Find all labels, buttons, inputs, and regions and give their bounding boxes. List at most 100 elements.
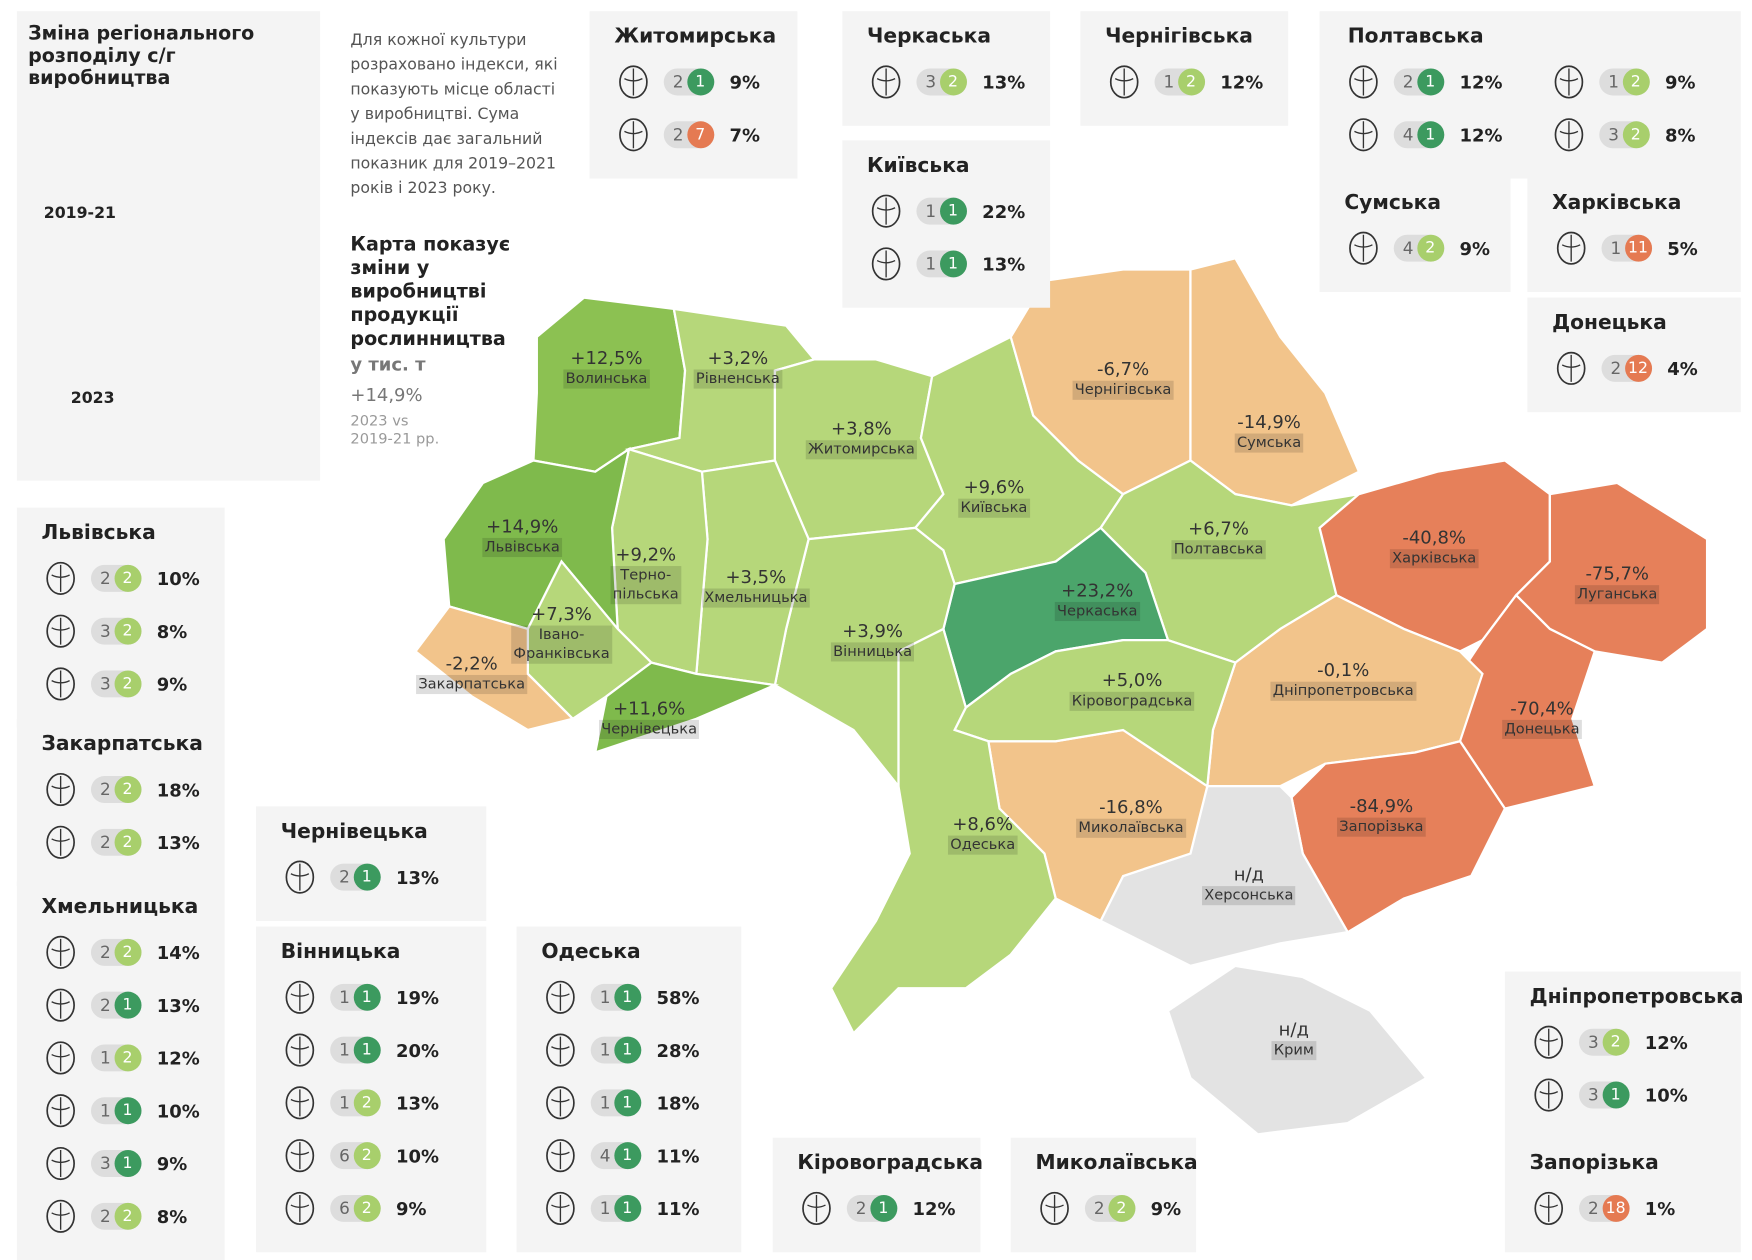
rank-2023: 1 xyxy=(613,1194,641,1222)
icon-shape xyxy=(290,863,310,891)
card-item: 2 2 10% xyxy=(42,561,200,596)
rank-2019: 1 xyxy=(599,987,611,1008)
region-change: -40,8% xyxy=(1402,526,1466,549)
region-change: н/д xyxy=(1233,863,1264,885)
icon xyxy=(871,194,901,228)
region-name: Крим xyxy=(1271,1041,1317,1061)
region-change: +7,3% xyxy=(531,603,592,625)
icon-shape xyxy=(1354,234,1373,262)
region-change: +3,5% xyxy=(725,566,787,588)
region-name: Одеська xyxy=(947,835,1018,855)
rank-2023: 1 xyxy=(686,68,714,96)
region xyxy=(829,627,1057,1036)
card-title: Львівська xyxy=(41,521,156,545)
card-item: 4 1 11% xyxy=(541,1139,700,1173)
card-item: 1 1 58% xyxy=(541,980,700,1014)
icon-shape xyxy=(619,65,648,99)
region-change: -75,7% xyxy=(1585,562,1650,585)
icon-shape xyxy=(871,194,901,228)
icon-shape xyxy=(46,825,75,859)
rank-2023: 1 xyxy=(1602,1081,1630,1109)
region-name: Черкаська xyxy=(1054,601,1140,622)
region-label: +3,8% Житомирська xyxy=(805,417,918,460)
card-item: 1 1 20% xyxy=(281,1033,439,1067)
icon-shape xyxy=(1045,1194,1064,1222)
rank-2023: 1 xyxy=(613,1089,641,1117)
rank-2023: 2 xyxy=(114,670,141,698)
icon-shape xyxy=(1354,68,1373,96)
share: 12% xyxy=(1459,124,1503,146)
icon xyxy=(1556,351,1586,385)
icon-shape xyxy=(1040,1191,1069,1225)
card-item: 2 1 13% xyxy=(42,988,200,1022)
region-name: Київська xyxy=(958,498,1030,518)
region-name: Миколаївська xyxy=(1076,818,1186,838)
card-item: 2 2 13% xyxy=(42,825,200,859)
rank-2023: 2 xyxy=(114,776,141,804)
icon-shape xyxy=(51,991,70,1019)
rank-2023: 2 xyxy=(114,938,141,966)
card-item: 2 1 9% xyxy=(614,65,760,99)
region-change: -2,2% xyxy=(445,652,498,674)
share: 12% xyxy=(156,1047,200,1069)
card-item: 1 2 12% xyxy=(42,1041,200,1075)
card-title: Кіровоградська xyxy=(797,1151,984,1175)
region-label: -0,1% Дніпропетровська xyxy=(1270,660,1416,701)
icon-shape xyxy=(51,564,70,592)
card-title: Донецька xyxy=(1552,311,1667,335)
share: 18% xyxy=(156,778,200,801)
region-label: -16,8% Миколаївська xyxy=(1076,797,1186,838)
rank-2019: 2 xyxy=(855,1198,867,1219)
card-item: 1 2 13% xyxy=(281,1086,439,1120)
card-item: 2 12 4% xyxy=(1552,351,1698,386)
icon xyxy=(546,1191,575,1225)
share: 11% xyxy=(656,1197,700,1220)
rank-2023: 2 xyxy=(353,1089,381,1117)
rank-2019: 2 xyxy=(99,942,111,963)
icon-shape xyxy=(1534,1025,1564,1059)
rank-2019: 2 xyxy=(672,71,684,93)
region-card: Вінницька 1 1 19% 1 1 20% 1 2 13% 6 2 10% 6 2 9% xyxy=(256,926,487,1253)
region-change: +5,0% xyxy=(1101,669,1163,691)
icon-shape xyxy=(1554,118,1584,152)
rank-2023: 1 xyxy=(939,197,967,225)
rank-2023: 2 xyxy=(114,1044,141,1072)
rank-2019: 1 xyxy=(1163,71,1175,93)
card-item: 6 2 10% xyxy=(281,1139,439,1173)
region-change: +3,8% xyxy=(831,417,892,440)
rank-2023: 1 xyxy=(353,1036,381,1064)
card-item: 1 1 11% xyxy=(541,1191,700,1226)
region-name: Рівненська xyxy=(693,369,783,389)
map-note-total: +14,9% xyxy=(350,384,423,406)
icon-shape xyxy=(551,983,570,1011)
region-card: Чернівецька 2 1 13% xyxy=(256,806,487,921)
rank-2019: 2 xyxy=(99,1206,111,1227)
rank-2019: 1 xyxy=(339,1039,350,1061)
region-name: Кіровоградська xyxy=(1069,691,1195,711)
card-item: 2 1 12% xyxy=(1344,65,1503,99)
icon-shape xyxy=(546,980,575,1014)
card-title: Вінницька xyxy=(280,940,401,964)
card-title: Хмельницька xyxy=(41,895,199,919)
icon-shape xyxy=(285,980,315,1014)
region xyxy=(593,661,780,755)
rank-2023: 2 xyxy=(1416,234,1444,262)
icon-shape xyxy=(46,1041,75,1075)
icon xyxy=(1534,1025,1564,1059)
rank-2019: 1 xyxy=(599,1198,611,1219)
region-label: н/д Крим xyxy=(1271,1020,1317,1061)
region-label: -75,7% Луганська xyxy=(1574,562,1660,605)
share: 11% xyxy=(656,1144,700,1167)
region-change: +9,2% xyxy=(615,543,677,565)
card-item: 3 2 13% xyxy=(867,65,1025,99)
icon-shape xyxy=(624,121,643,149)
